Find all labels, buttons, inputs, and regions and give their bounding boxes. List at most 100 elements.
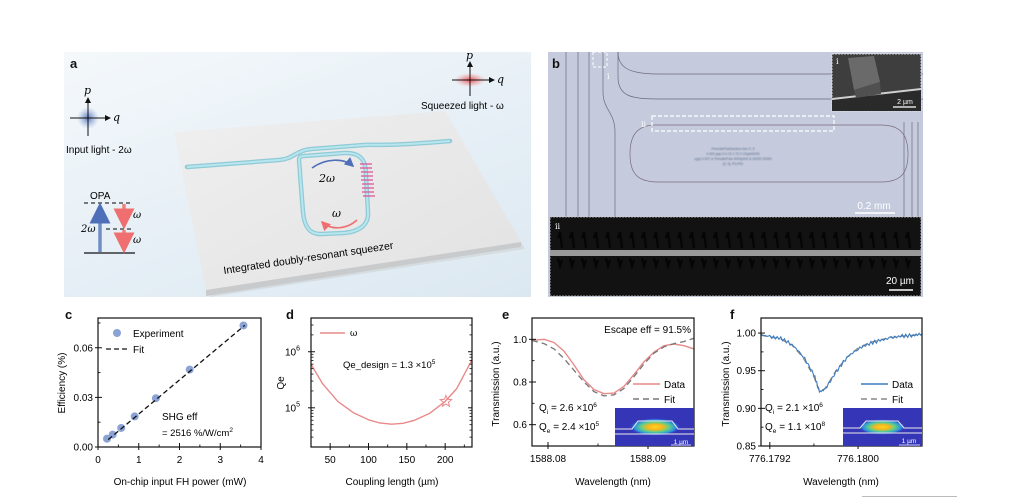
poling-finger	[652, 257, 660, 270]
y-tick-label: 0.95	[737, 366, 757, 377]
poling-finger	[760, 257, 768, 270]
plot-area	[532, 337, 694, 397]
y-tick-label: 106	[285, 345, 300, 358]
poling-finger	[892, 231, 900, 249]
region-i-marker-box	[592, 52, 608, 68]
opa-pump-label: 2ω	[80, 224, 96, 235]
poling-finger	[844, 257, 852, 270]
inset-i-scale-label: 2 µm	[897, 99, 913, 106]
poling-finger	[628, 257, 636, 270]
poling-finger	[616, 257, 624, 270]
poling-finger	[712, 231, 720, 249]
opa-title: OPA	[90, 191, 111, 202]
x-tick-label: 4	[258, 455, 264, 466]
poling-finger	[688, 257, 696, 270]
poling-finger	[724, 257, 732, 270]
signal-arrow-icon	[320, 219, 358, 232]
x-tick-label: 50	[325, 455, 337, 466]
inset-ii-scale-label: 20 µm	[886, 276, 914, 287]
poling-finger	[868, 231, 876, 249]
poling-finger	[652, 231, 660, 249]
poling-finger	[712, 257, 720, 270]
poling-finger	[700, 231, 708, 249]
poling-finger	[760, 231, 768, 249]
poling-finger	[580, 231, 588, 249]
plot-area	[311, 359, 472, 425]
poling-finger	[580, 257, 588, 270]
poling-finger	[808, 231, 816, 249]
poling-finger	[568, 231, 576, 249]
poling-finger	[784, 257, 792, 270]
poling-finger	[736, 231, 744, 249]
chart-f-transmission-sh: f 776.1792 776.1800 0.85 0.90 0.95 1.00 Wavele…	[720, 300, 980, 499]
poling-finger	[640, 257, 648, 270]
axis-p-squeezed: p	[466, 52, 473, 62]
annotation-shg-value: = 2516 %/W/cm2	[162, 427, 233, 439]
poling-finger	[700, 257, 708, 270]
x-tick-label: 200	[437, 455, 454, 466]
annotation-qe-design: Qe_design = 1.3 ×105	[343, 359, 436, 371]
data-point	[108, 430, 117, 439]
poling-finger	[832, 257, 840, 270]
legend-data-label: Data	[892, 380, 914, 391]
inset-ii-label: ii	[555, 222, 561, 231]
poling-finger	[868, 257, 876, 270]
mode-profile-inset: 1 µm	[843, 408, 922, 446]
poling-finger	[880, 257, 888, 270]
poling-finger	[664, 231, 672, 249]
poling-finger	[724, 231, 732, 249]
legend-experiment-marker	[113, 329, 121, 337]
ring-pump-label: 2ω	[318, 172, 335, 185]
inset-scale-label: 1 µm	[902, 438, 917, 445]
periodic-poling	[360, 163, 375, 197]
squeezed-light-label: Squeezed light - ω	[421, 101, 504, 112]
input-light-label: Input light - 2ω	[66, 145, 132, 156]
data-point	[185, 365, 194, 374]
poling-finger	[748, 257, 756, 270]
inset-i-sem: i 2 µm	[831, 53, 922, 112]
panel-letter-f: f	[730, 307, 735, 322]
optical-micrograph: i ii PeriodicPoleSection-Dev 0, 5 0.000 …	[548, 52, 923, 297]
opa-idler-label: ω	[133, 235, 141, 246]
poling-finger	[676, 257, 684, 270]
series-line-fit	[532, 337, 694, 397]
inset-ii-poling: ii 20 µm	[549, 216, 922, 297]
y-tick-label: 0.03	[74, 393, 94, 404]
y-axis-label: Transmission (a.u.)	[491, 341, 502, 426]
poling-finger	[904, 231, 912, 249]
input-light-phase-space: p q	[70, 84, 120, 136]
x-tick-label: 0	[95, 455, 101, 466]
chip-engraving: PeriodicPoleSection-Dev 0, 5 0.000 gap 0…	[694, 147, 771, 166]
x-tick-label: 1	[136, 455, 142, 466]
poling-finger	[616, 231, 624, 249]
poling-finger	[892, 257, 900, 270]
poling-finger	[592, 257, 600, 270]
legend-experiment-label: Experiment	[133, 329, 184, 340]
x-tick-label: 1588.09	[630, 454, 667, 465]
poling-finger	[880, 231, 888, 249]
x-axis-label: Coupling length (µm)	[345, 477, 438, 488]
data-point	[239, 321, 248, 330]
poling-finger	[628, 231, 636, 249]
svg-text:PeriodicPoleSection-Dev 0, 5: PeriodicPoleSection-Dev 0, 5	[712, 147, 755, 151]
poling-finger	[856, 231, 864, 249]
panel-a-schematic: a	[64, 52, 531, 297]
poling-finger	[640, 231, 648, 249]
chart-c-shg-efficiency: c 0 1 2 3 4 0.00 0.03 0.06 On-chip input FH powe…	[50, 300, 270, 499]
poling-finger	[772, 257, 780, 270]
series-line-fit	[107, 324, 246, 441]
poling-finger	[796, 231, 804, 249]
svg-text:0.000 gap 0.0 C0 1 T0 0 ChipId: 0.000 gap 0.0 C0 1 T0 0 ChipId0000	[706, 152, 759, 156]
y-tick-label: 0.06	[74, 343, 94, 354]
poling-finger	[784, 231, 792, 249]
series-line-data	[532, 338, 694, 395]
scale-label-main: 0.2 mm	[857, 201, 890, 212]
poling-finger	[820, 231, 828, 249]
axis-q-squeezed: q	[497, 73, 504, 86]
poling-finger	[904, 257, 912, 270]
x-axis-label: On-chip input FH power (mW)	[114, 477, 247, 488]
data-point	[102, 434, 111, 443]
design-point-star-icon	[438, 394, 453, 408]
poling-finger	[748, 231, 756, 249]
poling-finger	[676, 231, 684, 249]
